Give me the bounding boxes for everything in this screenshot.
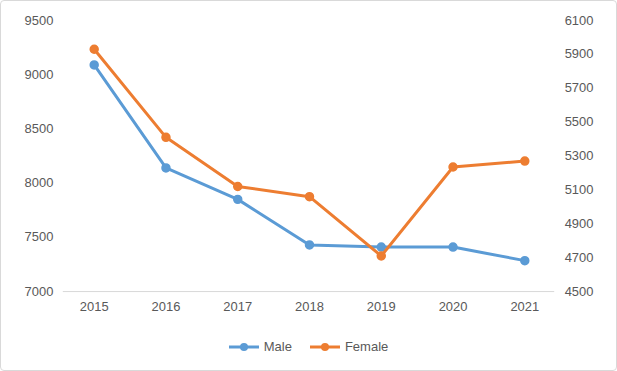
svg-text:7500: 7500	[25, 229, 54, 244]
svg-text:5100: 5100	[565, 182, 594, 197]
html-text:Female: Female	[344, 339, 389, 354]
svg-text:8000: 8000	[25, 175, 54, 190]
svg-text:2017: 2017	[223, 299, 252, 314]
svg-text:2015: 2015	[80, 299, 109, 314]
svg-text:6100: 6100	[565, 13, 594, 28]
svg-text:2020: 2020	[439, 299, 468, 314]
svg-text:5300: 5300	[565, 148, 594, 163]
svg-text:5700: 5700	[565, 80, 594, 95]
svg-text:4900: 4900	[565, 216, 594, 231]
svg-text:4500: 4500	[565, 284, 594, 299]
svg-text:7000: 7000	[25, 284, 54, 299]
svg-text:2021: 2021	[510, 299, 539, 314]
svg-text:2016: 2016	[152, 299, 181, 314]
svg-text:4700: 4700	[565, 250, 594, 265]
svg-text:9500: 9500	[25, 13, 54, 28]
svg-text:8500: 8500	[25, 121, 54, 136]
svg-text:9000: 9000	[25, 67, 54, 82]
svg-text:5900: 5900	[565, 46, 594, 61]
svg-text:2018: 2018	[295, 299, 324, 314]
svg-text:5500: 5500	[565, 114, 594, 129]
html-text:Male: Male	[263, 339, 292, 354]
svg-text:2019: 2019	[367, 299, 396, 314]
